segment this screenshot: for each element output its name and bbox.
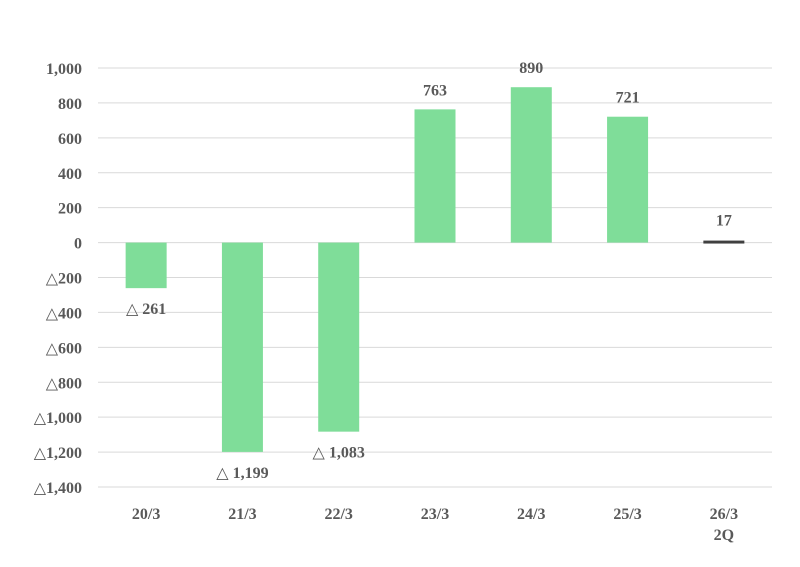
- data-labels: △ 261 △ 1,199 △ 1,083 763 890 721 17: [126, 60, 732, 482]
- data-label: 890: [519, 60, 543, 77]
- bar-23-3: [414, 109, 456, 243]
- data-label: 17: [716, 213, 732, 230]
- y-tick-label: 400: [58, 166, 82, 183]
- bar-25-3: [607, 116, 649, 243]
- y-tick-label: △200: [46, 271, 82, 288]
- bar-24-3: [510, 87, 552, 243]
- x-tick-label: 23/3: [421, 506, 449, 523]
- y-tick-label: 200: [58, 201, 82, 218]
- data-label: △ 1,083: [313, 445, 365, 462]
- data-label: 721: [616, 90, 640, 107]
- bar-21-3: [221, 242, 263, 452]
- y-tick-label: 0: [74, 236, 82, 253]
- x-tick-label: 20/3: [132, 506, 160, 523]
- x-tick-label: 25/3: [613, 506, 641, 523]
- x-tick-label: 22/3: [324, 506, 352, 523]
- y-axis-ticks: 1,000 800 600 400 200 0 △200 △400 △600 △800 △1,000…: [34, 61, 82, 497]
- y-tick-label: △1,400: [34, 480, 82, 497]
- bar-22-3: [318, 242, 360, 432]
- bars: [125, 87, 745, 452]
- bar-20-3: [125, 242, 167, 289]
- data-label: 763: [423, 82, 447, 99]
- y-tick-label: 1,000: [46, 61, 82, 78]
- x-tick-label: 24/3: [517, 506, 545, 523]
- data-label: △ 1,199: [216, 465, 268, 482]
- y-tick-label: △400: [46, 305, 82, 322]
- bar-26-3-2Q: [703, 240, 745, 244]
- x-tick-label: 26/3 2Q: [710, 506, 738, 544]
- data-label: △ 261: [126, 301, 166, 318]
- y-tick-label: 800: [58, 96, 82, 113]
- y-tick-label: △600: [46, 340, 82, 357]
- y-tick-label: △800: [46, 375, 82, 392]
- y-tick-label: 600: [58, 131, 82, 148]
- y-tick-label: △1,200: [34, 445, 82, 462]
- y-tick-label: △1,000: [34, 410, 82, 427]
- x-axis-ticks: 20/3 21/3 22/3 23/3 24/3 25/3 26/3 2Q: [132, 506, 738, 544]
- x-tick-label: 21/3: [228, 506, 256, 523]
